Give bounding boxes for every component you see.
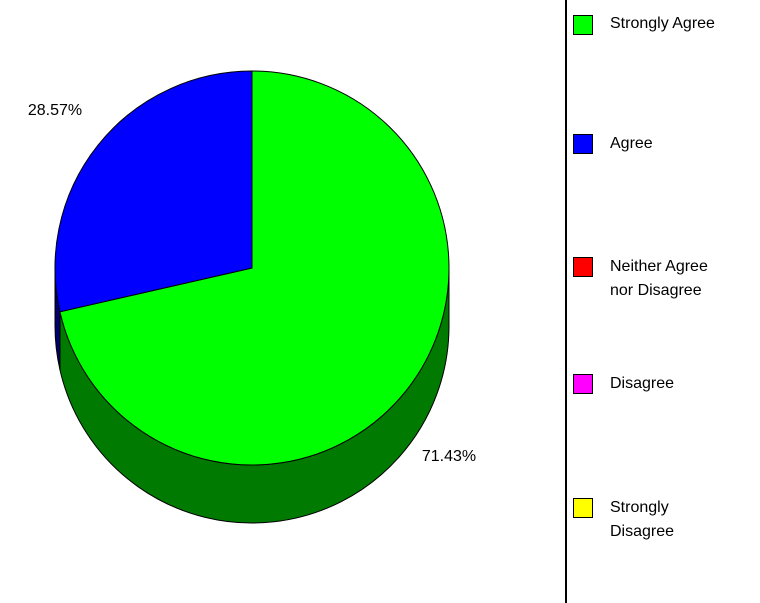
pie-slice-1: [54, 70, 253, 313]
legend-swatch: [573, 374, 593, 394]
legend-label: Disagree: [610, 375, 675, 392]
pie-chart: 71.43% 28.57%: [28, 70, 476, 524]
pie-labels: 71.43% 28.57%: [28, 102, 476, 465]
legend-label: Neither Agree nor Disagree: [610, 258, 708, 299]
legend-swatch: [573, 15, 593, 35]
legend-label: Strongly Agree: [610, 15, 715, 32]
legend: Strongly Agree Agree Neither Agree nor D…: [570, 0, 760, 603]
legend-swatch: [573, 134, 593, 154]
pie-group: [54, 70, 450, 524]
pie-value-label-0: 71.43%: [422, 448, 476, 465]
legend-divider: [565, 0, 567, 603]
legend-swatch: [573, 257, 593, 277]
pie-value-label-1: 28.57%: [28, 102, 82, 119]
legend-swatch: [573, 498, 593, 518]
legend-label: Strongly Disagree: [610, 499, 675, 540]
legend-label: Agree: [610, 135, 653, 152]
pie-slice-0: [59, 70, 450, 466]
